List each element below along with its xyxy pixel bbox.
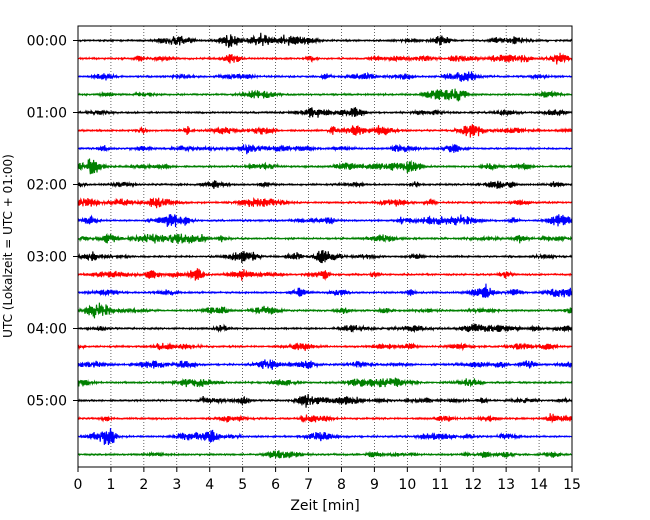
seismic-traces xyxy=(77,32,573,459)
x-tick-label: 8 xyxy=(337,477,346,493)
trace-row-0345 xyxy=(77,302,573,319)
x-tick-label: 9 xyxy=(370,477,379,493)
trace-row-0500 xyxy=(77,394,573,408)
x-tick-label: 11 xyxy=(431,477,449,493)
y-tick-label: 01:00 xyxy=(27,106,67,122)
trace-row-0530 xyxy=(77,428,573,446)
trace-row-0100 xyxy=(77,107,573,118)
y-tick-label: 04:00 xyxy=(27,322,67,338)
trace-row-0430 xyxy=(77,359,573,370)
trace-row-0130 xyxy=(77,143,573,155)
trace-row-0230 xyxy=(77,214,573,228)
trace-row-0545 xyxy=(77,450,572,459)
x-tick-label: 10 xyxy=(398,477,416,493)
trace-row-0315 xyxy=(77,268,573,281)
x-tick-label: 12 xyxy=(464,477,482,493)
x-tick-label: 15 xyxy=(563,477,581,493)
trace-row-0245 xyxy=(77,233,573,245)
x-tick-label: 5 xyxy=(238,477,247,493)
y-axis-ticks: 00:00 01:00 02:00 03:00 04:00 05:00 xyxy=(27,34,78,410)
x-axis-ticks: 0 1 2 3 4 5 6 7 8 9 10 11 12 13 14 15 xyxy=(74,467,581,493)
plot-frame xyxy=(77,25,573,468)
x-tick-label: 4 xyxy=(205,477,214,493)
trace-row-0015 xyxy=(77,52,573,65)
trace-row-0445 xyxy=(77,377,573,388)
y-tick-label: 02:00 xyxy=(27,178,67,194)
trace-row-0200 xyxy=(77,180,573,189)
trace-row-0030 xyxy=(77,71,573,82)
trace-row-0000 xyxy=(77,32,573,48)
x-axis-label: Zeit [min] xyxy=(290,498,359,514)
x-tick-label: 3 xyxy=(172,477,181,493)
trace-row-0145 xyxy=(77,158,573,175)
x-tick-label: 2 xyxy=(139,477,148,493)
x-tick-label: 0 xyxy=(74,477,83,493)
y-tick-label: 00:00 xyxy=(27,34,67,50)
y-axis-label: UTC (Lokalzeit = UTC + 01:00) xyxy=(1,154,15,338)
trace-row-0515 xyxy=(77,413,573,424)
trace-row-0415 xyxy=(77,341,573,352)
x-tick-label: 14 xyxy=(530,477,548,493)
x-tick-label: 7 xyxy=(304,477,313,493)
trace-row-0300 xyxy=(77,249,573,264)
trace-row-0330 xyxy=(77,283,573,298)
trace-row-0400 xyxy=(77,323,573,334)
trace-row-0215 xyxy=(77,197,573,209)
x-tick-label: 6 xyxy=(271,477,280,493)
x-tick-label: 1 xyxy=(106,477,115,493)
y-tick-label: 05:00 xyxy=(27,394,67,410)
trace-row-0115 xyxy=(77,124,573,138)
x-tick-label: 13 xyxy=(497,477,515,493)
y-tick-label: 03:00 xyxy=(27,250,67,266)
trace-row-0045 xyxy=(77,88,573,102)
